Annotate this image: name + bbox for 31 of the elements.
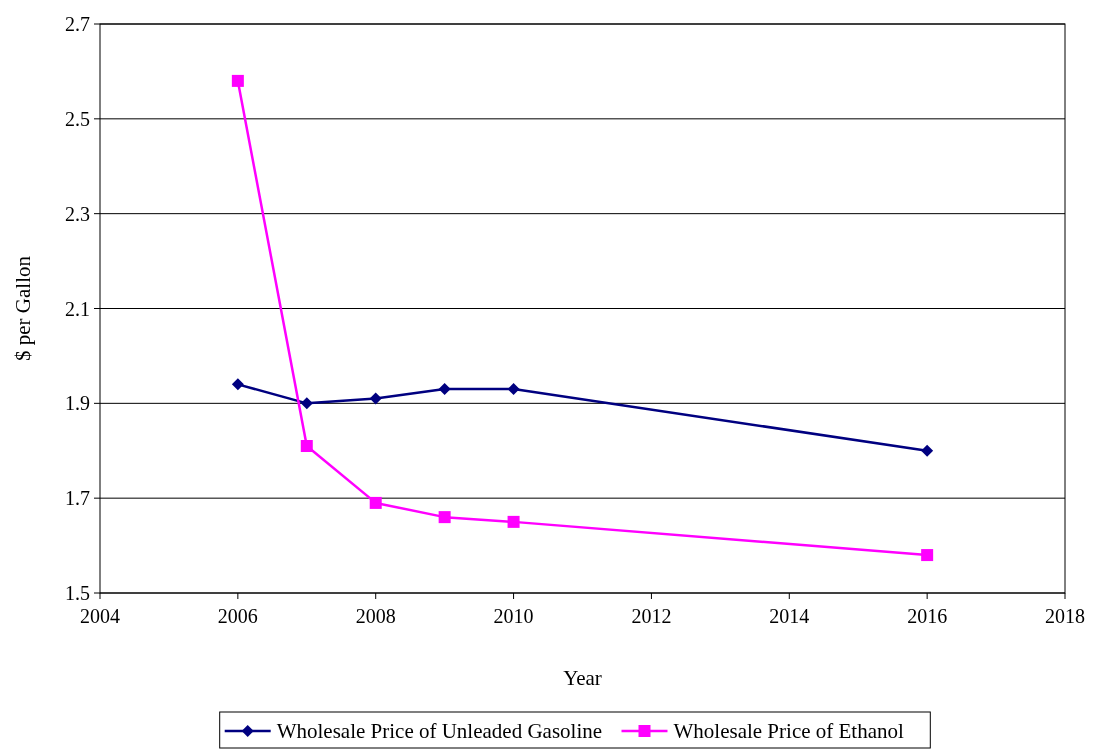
point [507, 515, 520, 528]
point [300, 397, 313, 410]
point [231, 74, 244, 87]
point [369, 392, 382, 405]
y-tick-label: 2.3 [65, 202, 90, 225]
x-tick-label: 2004 [80, 605, 120, 627]
point [369, 496, 382, 509]
y-axis-title: $ per Gallon [11, 255, 35, 361]
x-tick-label: 2018 [1045, 605, 1085, 627]
point [921, 444, 934, 457]
x-tick-label: 2010 [493, 605, 534, 627]
point [438, 383, 451, 396]
x-tick-label: 2016 [907, 605, 948, 627]
x-tick-label: 2014 [769, 605, 810, 627]
y-tick-label: 1.9 [65, 392, 90, 415]
y-tick-label: 1.5 [65, 582, 90, 604]
x-axis-title: Year [563, 666, 602, 690]
point [300, 440, 313, 453]
point [921, 549, 934, 562]
y-tick-label: 2.7 [65, 13, 90, 35]
y-tick-label: 2.1 [65, 297, 90, 320]
point [507, 383, 520, 396]
x-tick-label: 2008 [355, 605, 396, 627]
legend-label: Wholesale Price of Unleaded Gasoline [276, 719, 603, 744]
point [438, 511, 451, 524]
x-tick-label: 2006 [217, 605, 258, 627]
y-tick-label: 2.5 [65, 107, 90, 130]
legend-label: Wholesale Price of Ethanol [673, 719, 904, 744]
x-tick-label: 2012 [631, 605, 672, 627]
point [231, 378, 244, 391]
y-tick-label: 1.7 [65, 487, 90, 510]
